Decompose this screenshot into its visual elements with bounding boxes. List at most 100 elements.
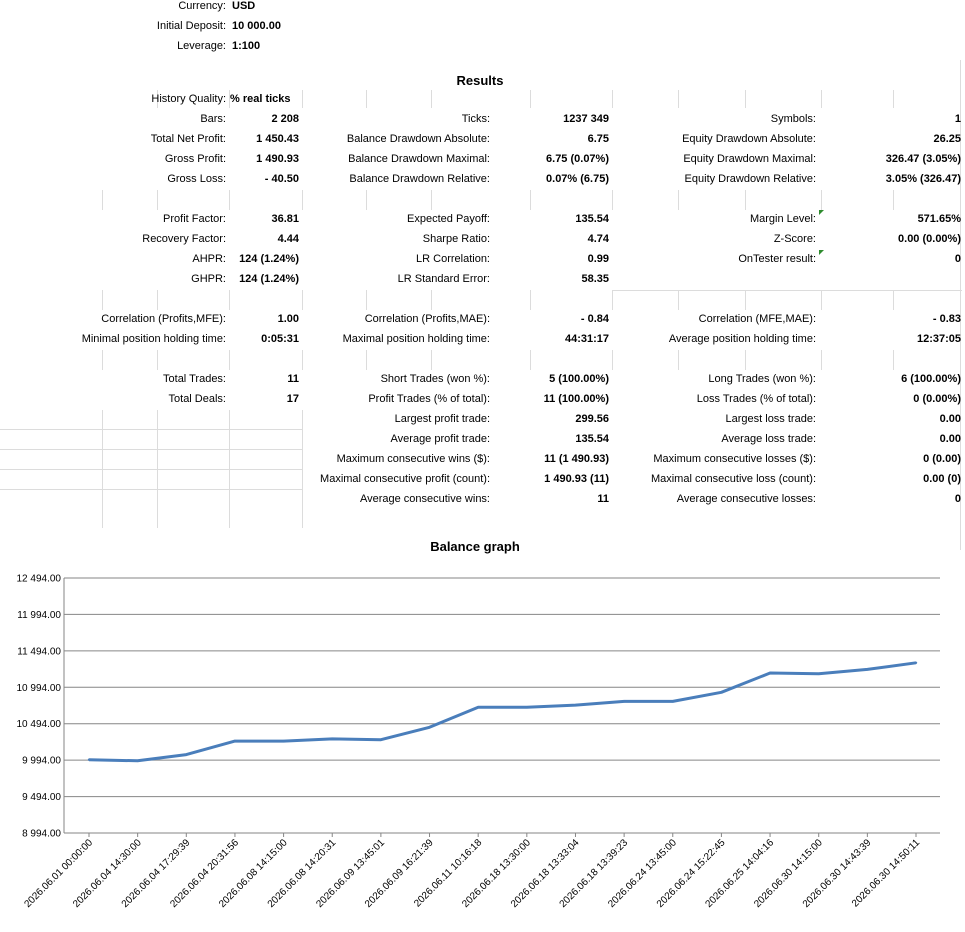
stat-value: 11 [287, 373, 299, 385]
stat-label: AHPR: [192, 253, 226, 265]
stat-label: Largest loss trade: [725, 413, 817, 425]
leverage-label: Leverage: [177, 40, 226, 52]
stat-value: 0.00 [939, 413, 961, 425]
stat-label: Total Net Profit: [150, 133, 226, 145]
stat-label: Equity Drawdown Relative: [684, 173, 816, 185]
chart-title: Balance graph [430, 539, 520, 554]
y-tick-label: 12 494.00 [17, 574, 62, 585]
stat-label: Maximal consecutive profit (count): [320, 473, 490, 485]
balance-series-line [88, 661, 917, 763]
y-tick-label: 8 994.00 [22, 829, 61, 840]
stat-label: Equity Drawdown Absolute: [682, 133, 816, 145]
stat-value: 6.75 [587, 133, 609, 145]
balance-point [525, 706, 529, 709]
balance-point [671, 700, 674, 703]
stat-label: Average loss trade: [721, 433, 816, 445]
stat-label: Gross Profit: [164, 153, 226, 165]
stat-label: Profit Trades (% of total): [368, 393, 490, 405]
stat-value: 0.07% (6.75) [546, 173, 609, 185]
stat-value: 0.00 (0) [923, 473, 961, 485]
history-quality-value: % real ticks [230, 93, 291, 105]
stat-value: 11 (1 490.93) [544, 453, 609, 465]
initial-deposit-label: Initial Deposit: [156, 20, 226, 32]
stat-value: 135.54 [575, 433, 609, 445]
stat-label: Balance Drawdown Relative: [349, 173, 490, 185]
stat-label: Gross Loss: [167, 173, 226, 185]
stat-label: Bars: [200, 113, 226, 125]
stat-label: Maximum consecutive losses ($): [653, 453, 816, 465]
balance-point [817, 672, 820, 675]
stat-label: Maximal consecutive loss (count): [650, 473, 816, 485]
results-title: Results [456, 73, 504, 88]
stat-value: 1 [954, 113, 961, 125]
stat-value: 1 490.93 (11) [544, 473, 609, 485]
y-tick-label: 11 494.00 [17, 646, 61, 657]
comment-marker-icon [819, 210, 824, 215]
y-tick-label: 9 494.00 [22, 792, 61, 803]
stat-value: 11 [597, 493, 609, 505]
stat-value: 1 490.93 [256, 153, 299, 165]
stat-value: 0 [954, 253, 961, 265]
balance-point [476, 706, 480, 709]
stat-value: 0.00 (0.00%) [898, 233, 961, 245]
y-tick-label: 9 994.00 [22, 756, 61, 767]
stat-label: Short Trades (won %): [380, 373, 490, 385]
y-tick-label: 11 994.00 [17, 610, 61, 621]
stat-label: LR Standard Error: [397, 273, 490, 285]
stat-label: Long Trades (won %): [708, 373, 816, 385]
stat-label: Largest profit trade: [394, 413, 490, 425]
stat-value: 571.65% [917, 213, 961, 225]
stat-label: Recovery Factor: [142, 233, 226, 245]
stat-value: 0 (0.00) [923, 453, 961, 465]
stat-label: Average position holding time: [668, 333, 816, 345]
stat-label: Expected Payoff: [407, 213, 490, 225]
stat-label: Correlation (Profits,MFE): [101, 313, 226, 325]
stat-value: 299.56 [575, 413, 609, 425]
stat-value: 3.05% (326.47) [885, 173, 961, 185]
stat-value: 124 (1.24%) [239, 253, 299, 265]
balance-point [574, 703, 577, 707]
stat-value: 26.25 [933, 133, 961, 145]
stat-value: 0:05:31 [261, 333, 299, 345]
comment-marker-icon [819, 250, 824, 255]
stat-value: 44:31:17 [564, 333, 609, 345]
stat-value: 4.74 [587, 233, 609, 245]
stat-label: OnTester result: [738, 253, 816, 265]
stat-value: 12:37:05 [916, 333, 961, 345]
stat-label: Maximal position holding time: [342, 333, 490, 345]
stat-label: Correlation (Profits,MAE): [364, 313, 490, 325]
stat-label: Average consecutive wins: [359, 493, 490, 505]
balance-point [331, 737, 334, 741]
stat-label: Total Trades: [163, 373, 226, 385]
stat-value: 11 (100.00%) [543, 393, 609, 405]
balance-point [428, 726, 431, 729]
stat-value: 1 450.43 [256, 133, 299, 145]
stat-value: 0.99 [587, 253, 609, 265]
stat-value: 5 (100.00%) [549, 373, 609, 385]
history-quality-label: History Quality: [151, 93, 226, 105]
stat-value: 36.81 [271, 213, 299, 225]
balance-point [866, 668, 869, 671]
balance-point [622, 700, 626, 703]
balance-point [720, 691, 723, 694]
stat-label: Ticks: [461, 113, 490, 125]
balance-point [87, 758, 91, 761]
stat-label: Z-Score: [773, 233, 816, 245]
y-tick-label: 10 994.00 [17, 683, 62, 694]
balance-chart: 8 994.00 9 494.00 9 994.00 10 494.00 10 994.… [17, 574, 940, 910]
stat-value: 0.00 [939, 433, 961, 445]
stat-value: 1237 349 [563, 113, 609, 125]
stat-label: GHPR: [191, 273, 226, 285]
balance-point [282, 739, 285, 743]
currency-value: USD [232, 0, 256, 12]
stat-label: Sharpe Ratio: [422, 233, 490, 245]
stat-label: Balance Drawdown Absolute: [346, 133, 490, 145]
balance-point [768, 671, 772, 675]
stat-value: 2 208 [271, 113, 299, 125]
stat-label: Correlation (MFE,MAE): [698, 313, 816, 325]
stat-value: 0 (0.00%) [913, 393, 961, 405]
stat-value: 6.75 (0.07%) [546, 153, 609, 165]
stat-value: 1.00 [277, 313, 299, 325]
stat-label: Symbols: [770, 113, 816, 125]
balance-point [136, 759, 139, 762]
